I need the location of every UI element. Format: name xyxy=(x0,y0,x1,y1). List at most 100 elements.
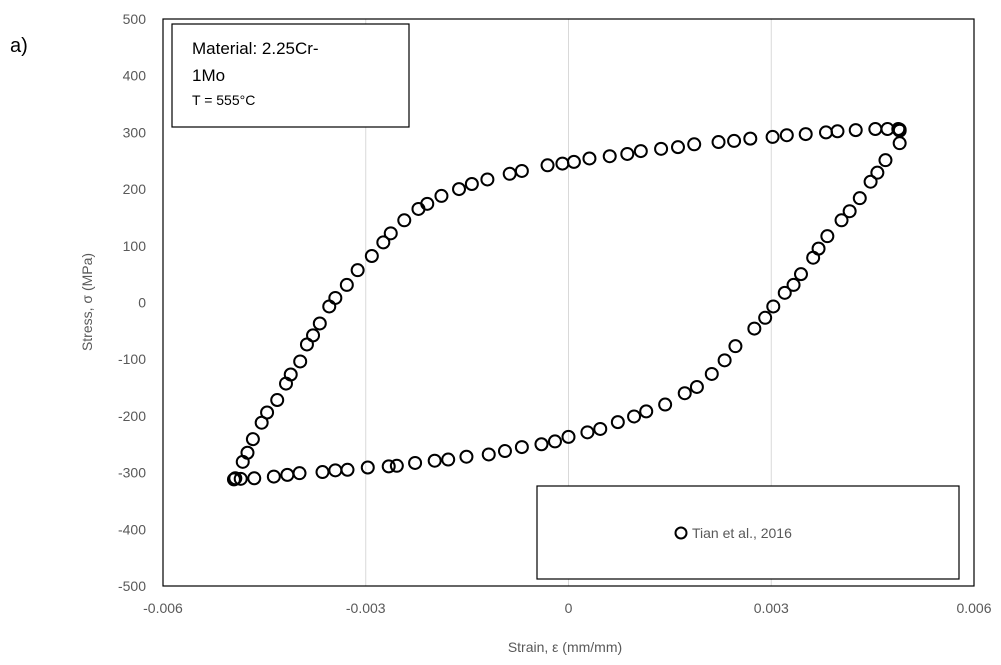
data-point xyxy=(777,285,792,300)
data-point xyxy=(892,136,907,151)
data-point xyxy=(322,299,337,314)
data-point xyxy=(633,144,648,159)
data-point xyxy=(364,249,379,264)
data-point xyxy=(555,156,570,171)
data-point xyxy=(315,465,330,480)
data-point xyxy=(779,128,794,143)
data-point xyxy=(582,151,597,166)
data-point xyxy=(687,137,702,152)
data-point xyxy=(834,213,849,228)
data-point xyxy=(452,182,467,197)
data-point xyxy=(434,188,449,203)
data-point xyxy=(420,196,435,211)
data-point xyxy=(292,466,307,481)
data-point xyxy=(376,235,391,250)
x-tick-label: -0.003 xyxy=(346,600,386,616)
data-point xyxy=(670,140,685,155)
data-point xyxy=(654,141,669,156)
data-point xyxy=(339,277,354,292)
data-point xyxy=(766,299,781,314)
legend-marker xyxy=(674,526,688,540)
data-point xyxy=(878,153,893,168)
legend-label: Tian et al., 2016 xyxy=(692,525,792,541)
data-point xyxy=(459,449,474,464)
data-point xyxy=(397,213,412,228)
data-series-tian-2016 xyxy=(226,121,907,487)
y-tick-label: -200 xyxy=(118,408,146,424)
y-tick-label: 100 xyxy=(123,238,147,254)
data-point xyxy=(561,429,576,444)
data-point xyxy=(389,458,404,473)
data-point xyxy=(228,471,243,486)
data-point xyxy=(408,455,423,470)
data-point xyxy=(727,133,742,148)
data-point xyxy=(820,229,835,244)
data-point xyxy=(464,176,479,191)
data-point xyxy=(627,409,642,424)
panel-label: a) xyxy=(10,35,28,57)
y-tick-label: 400 xyxy=(123,68,147,84)
data-point xyxy=(260,405,275,420)
data-point xyxy=(328,463,343,478)
data-point xyxy=(350,263,365,278)
data-point xyxy=(240,445,255,460)
y-tick-label: 200 xyxy=(123,181,147,197)
data-point xyxy=(427,453,442,468)
data-point xyxy=(340,462,355,477)
data-point xyxy=(270,393,285,408)
data-point xyxy=(743,131,758,146)
data-point xyxy=(233,471,248,486)
info-box-material-cont: 1Mo xyxy=(192,66,225,85)
data-point xyxy=(283,367,298,382)
data-point xyxy=(728,339,743,354)
data-point xyxy=(602,149,617,164)
y-tick-label: 300 xyxy=(123,124,147,140)
data-point xyxy=(818,125,833,140)
data-point xyxy=(502,166,517,181)
data-point xyxy=(497,444,512,459)
x-tick-label: 0.006 xyxy=(956,600,991,616)
x-tick-label: 0 xyxy=(565,600,573,616)
data-point xyxy=(842,204,857,219)
info-box-temperature: T = 555°C xyxy=(192,92,255,108)
data-point xyxy=(704,366,719,381)
data-point xyxy=(793,267,808,282)
plot-area-border xyxy=(162,18,975,587)
data-point xyxy=(580,425,595,440)
y-tick-label: 500 xyxy=(123,11,147,27)
data-point xyxy=(514,163,529,178)
info-box: Material: 2.25Cr- 1Mo T = 555°C xyxy=(171,23,410,128)
x-tick-label: -0.006 xyxy=(143,600,183,616)
data-point xyxy=(848,123,863,138)
data-point xyxy=(806,250,821,265)
legend-frame xyxy=(536,485,960,580)
data-point xyxy=(658,397,673,412)
data-point xyxy=(747,321,762,336)
x-tick-label: 0.003 xyxy=(754,600,789,616)
data-point xyxy=(534,437,549,452)
data-point xyxy=(293,354,308,369)
data-point xyxy=(639,404,654,419)
data-point xyxy=(689,379,704,394)
data-point xyxy=(830,124,845,139)
data-point xyxy=(480,172,495,187)
data-point xyxy=(593,421,608,436)
data-point xyxy=(280,467,295,482)
data-point xyxy=(758,310,773,325)
data-point xyxy=(247,471,262,486)
y-tick-label: -500 xyxy=(118,578,146,594)
data-point xyxy=(441,452,456,467)
info-box-material: Material: 2.25Cr- xyxy=(192,39,319,58)
data-point xyxy=(677,386,692,401)
y-axis-title: Stress, σ (MPa) xyxy=(79,253,95,351)
data-point xyxy=(870,165,885,180)
data-point xyxy=(514,440,529,455)
data-point xyxy=(620,146,635,161)
y-tick-labels: -500 -400 -300 -200 -100 0 100 200 300 400 500 xyxy=(118,11,146,594)
data-point xyxy=(481,447,496,462)
data-point xyxy=(891,121,906,136)
data-point xyxy=(863,174,878,189)
data-point xyxy=(798,127,813,142)
y-tick-label: -300 xyxy=(118,465,146,481)
